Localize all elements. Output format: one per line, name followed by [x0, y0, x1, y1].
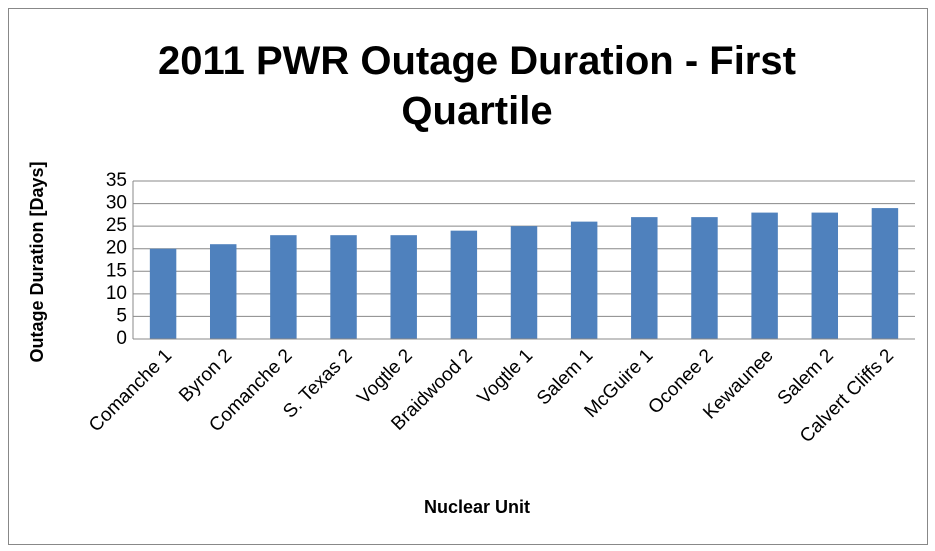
- bar: [149, 248, 177, 339]
- bar: [751, 212, 778, 339]
- bar: [270, 235, 297, 339]
- bar: [390, 235, 417, 339]
- bar: [631, 217, 658, 339]
- y-tick-label: 30: [106, 193, 127, 214]
- y-tick-label: 35: [106, 170, 127, 191]
- bar: [811, 212, 839, 339]
- bar: [691, 217, 718, 339]
- y-tick-label: 5: [116, 305, 127, 326]
- bar: [209, 244, 237, 339]
- bar: [450, 230, 478, 339]
- chart-title: 2011 PWR Outage Duration - First Quartil…: [158, 39, 796, 133]
- y-tick-label: 10: [106, 283, 127, 304]
- y-tick-label: 15: [106, 260, 127, 281]
- bar: [570, 221, 598, 339]
- y-axis-title: Outage Duration [Days]: [27, 161, 47, 362]
- bar: [510, 226, 538, 339]
- bar: [330, 235, 357, 339]
- y-tick-label: 20: [106, 238, 127, 259]
- bar: [871, 208, 899, 339]
- y-tick-label: 25: [106, 215, 127, 236]
- x-axis-title: Nuclear Unit: [424, 497, 530, 517]
- y-tick-label: 0: [116, 328, 127, 349]
